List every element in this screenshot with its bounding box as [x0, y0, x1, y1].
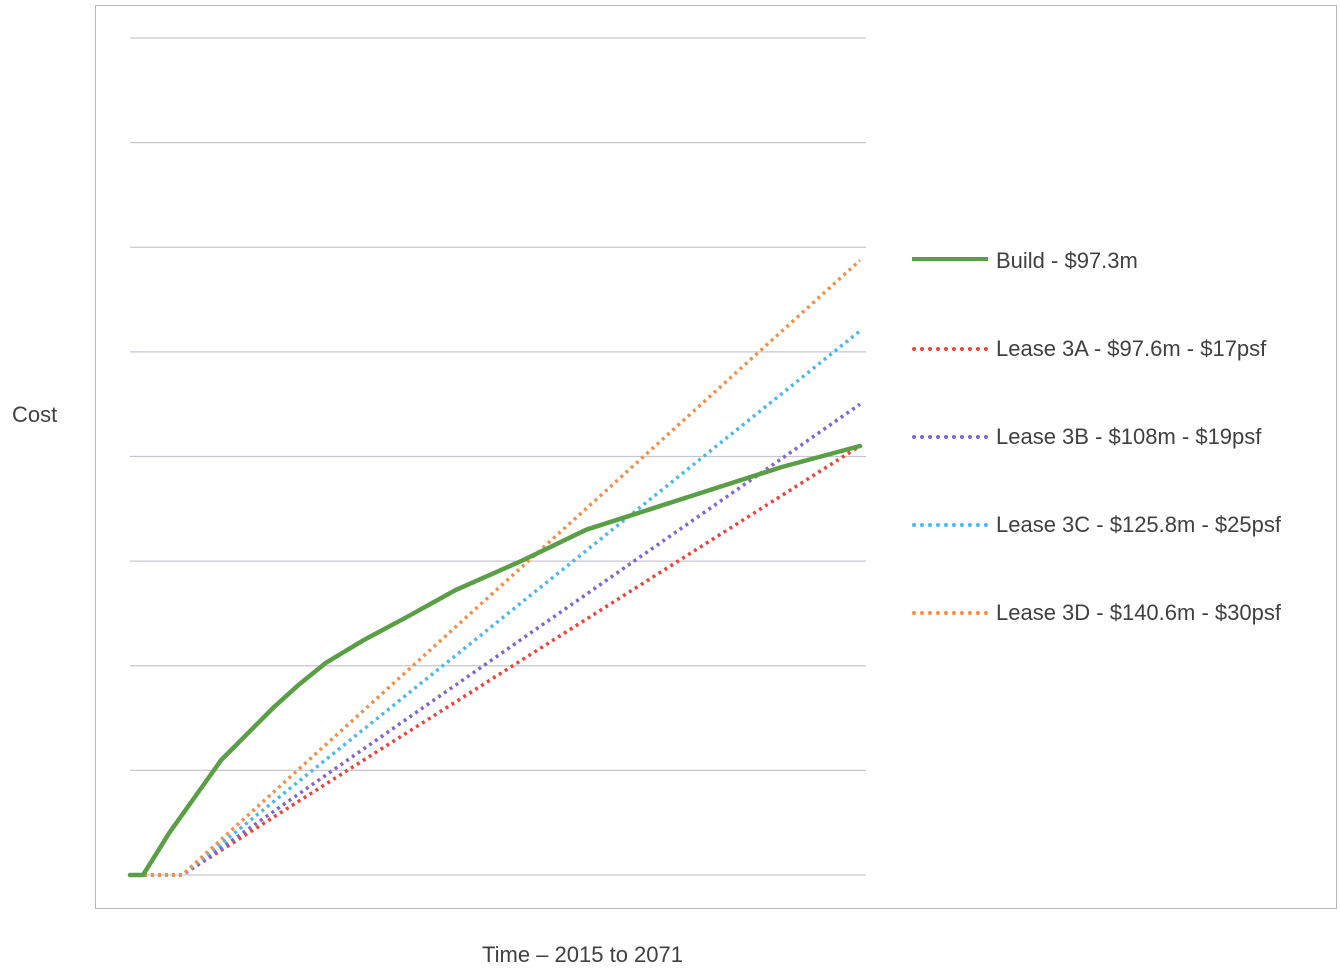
series-line-build — [127, 443, 863, 878]
legend-swatch-lease-3d — [912, 611, 988, 615]
legend-item-lease-3d: Lease 3D - $140.6m - $30psf — [912, 597, 1332, 685]
gridlines — [130, 37, 866, 876]
legend-item-build: Build - $97.3m — [912, 245, 1332, 333]
legend-swatch-lease-3b — [912, 435, 988, 439]
legend: Build - $97.3m Lease 3A - $97.6m - $17ps… — [912, 245, 1332, 685]
chart-frame — [95, 5, 1337, 909]
series-line-lease-3c — [130, 329, 862, 877]
y-axis-label: Cost — [12, 402, 58, 427]
series-layer — [127, 259, 863, 878]
legend-item-lease-3c: Lease 3C - $125.8m - $25psf — [912, 509, 1332, 597]
legend-item-lease-3b: Lease 3B - $108m - $19psf — [912, 421, 1332, 509]
series-line-lease-3a — [130, 444, 861, 877]
series-line-lease-3b — [130, 402, 861, 877]
x-axis-label: Time – 2015 to 2071 — [482, 942, 683, 967]
legend-label-lease-3a: Lease 3A - $97.6m - $17psf — [996, 336, 1267, 361]
legend-label-build: Build - $97.3m — [996, 248, 1138, 273]
legend-swatch-lease-3a — [912, 347, 988, 351]
legend-label-lease-3d: Lease 3D - $140.6m - $30psf — [996, 600, 1281, 625]
legend-swatch-build — [912, 257, 988, 261]
series-line-lease-3d — [130, 259, 862, 877]
legend-label-lease-3b: Lease 3B - $108m - $19psf — [996, 424, 1262, 449]
legend-item-lease-3a: Lease 3A - $97.6m - $17psf — [912, 333, 1332, 421]
legend-swatch-lease-3c — [912, 523, 988, 527]
legend-label-lease-3c: Lease 3C - $125.8m - $25psf — [996, 512, 1281, 537]
